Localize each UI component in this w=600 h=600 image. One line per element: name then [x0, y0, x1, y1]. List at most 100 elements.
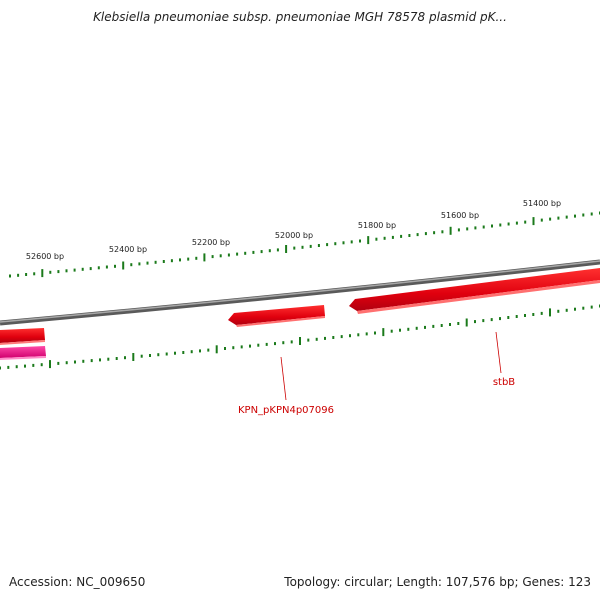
minor-tick — [17, 273, 20, 277]
ruler-label: 52200 bp — [192, 238, 230, 247]
minor-tick — [174, 351, 176, 355]
minor-tick — [57, 270, 60, 274]
minor-tick — [400, 234, 403, 238]
minor-tick — [107, 357, 110, 361]
minor-tick — [524, 314, 526, 317]
gene-arrow-stbb[interactable] — [349, 268, 600, 311]
minor-tick — [507, 316, 510, 319]
minor-tick — [49, 270, 52, 274]
minor-tick — [349, 334, 351, 338]
minor-tick — [491, 224, 493, 228]
minor-tick — [309, 244, 312, 248]
minor-tick — [257, 343, 260, 347]
minor-tick — [441, 230, 444, 234]
gene-feature-left-red[interactable] — [0, 328, 45, 343]
minor-tick — [399, 328, 401, 332]
minor-tick — [582, 213, 585, 217]
minor-tick — [224, 347, 226, 350]
major-tick — [132, 353, 135, 361]
minor-tick — [89, 267, 92, 271]
minor-tick — [590, 305, 593, 309]
minor-tick — [81, 267, 84, 271]
gene-arrow-kpn-pkpn4p07096[interactable] — [228, 305, 325, 325]
map-title: Klebsiella pneumoniae subsp. pneumoniae … — [93, 10, 507, 24]
minor-tick — [97, 266, 100, 270]
gene-label-stbb[interactable]: stbB — [493, 377, 515, 388]
minor-tick — [457, 228, 460, 232]
minor-tick — [207, 348, 210, 352]
minor-tick — [499, 317, 501, 321]
minor-tick — [74, 360, 76, 364]
minor-tick — [179, 258, 181, 262]
minor-tick — [190, 350, 193, 354]
minor-tick — [15, 365, 18, 369]
ruler-label: 51400 bp — [523, 199, 561, 208]
minor-tick — [7, 365, 10, 369]
backbone-arc — [0, 259, 600, 326]
major-tick — [203, 253, 206, 262]
minor-tick — [424, 232, 427, 236]
minor-tick — [301, 245, 304, 249]
minor-tick — [187, 257, 190, 261]
gene-feature-left-magenta-shadow — [0, 356, 46, 360]
minor-tick — [211, 255, 214, 259]
minor-tick — [557, 216, 560, 220]
accession-text: Accession: NC_009650 — [9, 575, 146, 589]
ruler-label: 51800 bp — [358, 221, 396, 230]
minor-tick — [490, 318, 493, 322]
minor-tick — [0, 366, 1, 370]
major-tick — [285, 245, 288, 253]
major-tick — [367, 236, 370, 245]
minor-tick — [240, 345, 243, 349]
minor-tick — [154, 260, 157, 264]
minor-tick — [326, 243, 329, 247]
minor-tick — [440, 324, 443, 327]
minor-tick — [24, 364, 26, 368]
minor-tick — [433, 231, 436, 235]
major-tick — [122, 261, 125, 270]
minor-tick — [170, 259, 173, 263]
minor-tick — [307, 338, 310, 342]
gene-leader-stbb — [495, 331, 502, 374]
minor-tick — [157, 353, 160, 357]
minor-tick — [227, 253, 230, 257]
minor-tick — [334, 242, 337, 246]
minor-tick — [32, 363, 35, 367]
major-tick — [299, 337, 301, 345]
minor-tick — [340, 335, 343, 339]
major-tick — [449, 226, 452, 235]
gene-arrow-kpn-pkpn4p07096-shadow — [236, 316, 325, 327]
minor-tick — [9, 274, 11, 278]
backbone-arc-highlight — [0, 260, 600, 323]
minor-tick — [249, 344, 251, 348]
minor-tick — [549, 217, 552, 221]
minor-tick — [65, 361, 68, 365]
minor-tick — [524, 220, 527, 224]
minor-tick — [365, 332, 368, 336]
gene-arrow-stbb-shadow — [357, 280, 600, 314]
minor-tick — [25, 273, 28, 276]
ruler-label: 52000 bp — [275, 231, 313, 240]
minor-tick — [432, 324, 435, 328]
minor-tick — [415, 326, 418, 330]
gene-feature-left-magenta[interactable] — [0, 346, 46, 358]
minor-tick — [252, 250, 255, 254]
minor-tick — [124, 356, 126, 360]
minor-tick — [375, 237, 378, 241]
minor-tick — [482, 319, 485, 323]
ruler-label: 52400 bp — [109, 245, 147, 254]
minor-tick — [374, 331, 376, 335]
minor-tick — [474, 226, 477, 230]
ruler-label: 52600 bp — [26, 252, 64, 261]
minor-tick — [140, 354, 143, 358]
minor-tick — [265, 342, 268, 346]
minor-tick — [105, 265, 108, 269]
minor-tick — [466, 227, 469, 231]
gene-label-kpn-pkpn4p07096[interactable]: KPN_pKPN4p07096 — [238, 405, 334, 416]
minor-tick — [557, 309, 560, 313]
minor-tick — [408, 234, 411, 237]
minor-tick — [357, 333, 360, 337]
ruler-label: 51600 bp — [441, 211, 479, 220]
minor-tick — [515, 315, 518, 318]
